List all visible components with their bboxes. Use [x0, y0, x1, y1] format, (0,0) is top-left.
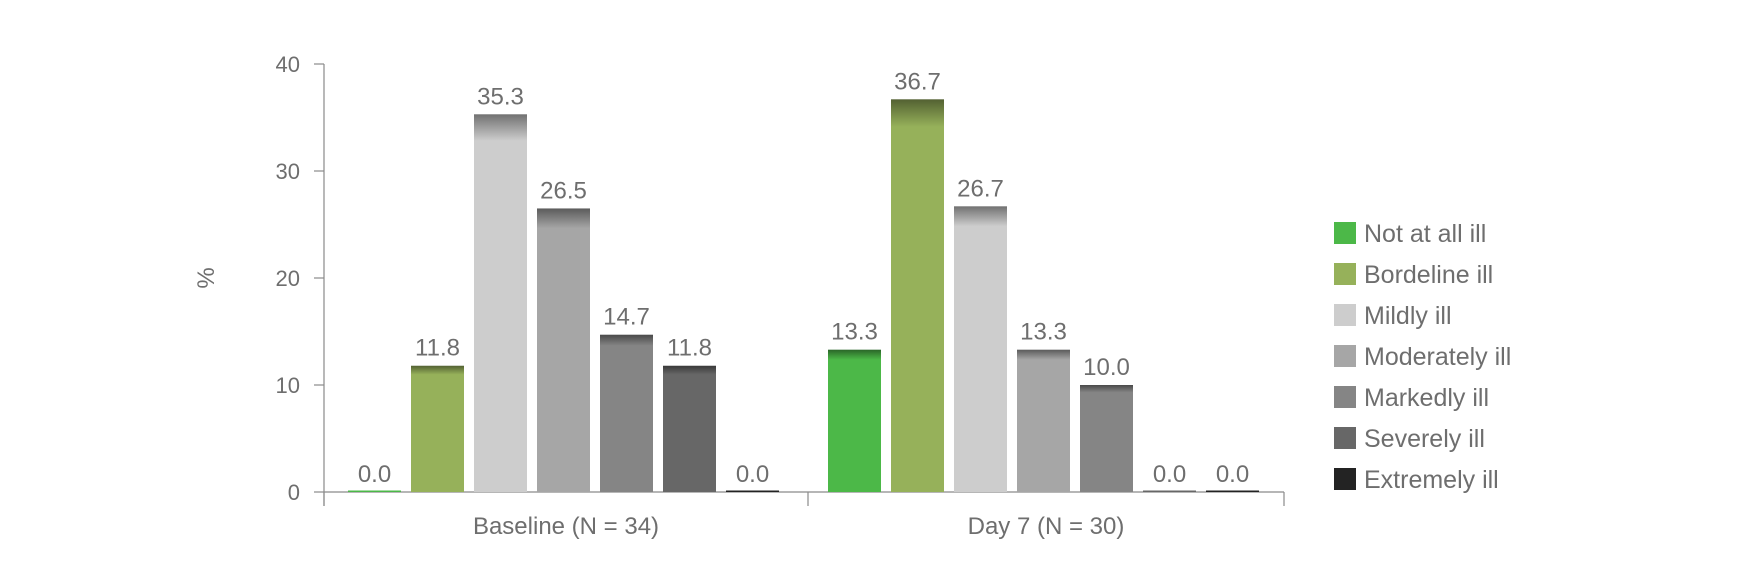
bar-bordeline-ill-day-7: [891, 99, 944, 492]
x-category-label: Day 7 (N = 30): [968, 513, 1125, 540]
legend-label-mildly-ill: Mildly ill: [1364, 302, 1452, 330]
legend-label-markedly-ill: Markedly ill: [1364, 384, 1489, 412]
legend-swatch-extremely-ill: [1334, 468, 1356, 490]
y-tick-label: 10: [276, 373, 300, 398]
bar-extremely-ill-baseline: [726, 490, 779, 492]
data-label: 0.0: [1216, 461, 1249, 488]
bar-mildly-ill-day-7: [954, 206, 1007, 492]
data-label: 11.8: [667, 335, 712, 362]
y-tick-label: 0: [288, 480, 300, 505]
bar-extremely-ill-day-7: [1206, 490, 1259, 492]
bar-moderately-ill-baseline: [537, 208, 590, 492]
data-label: 26.7: [957, 175, 1004, 202]
data-labels: 0.0 11.8 35.3 26.5 14.7 11.8 0.0 13.3 36.7 26.7 13…: [358, 68, 1249, 488]
bar-severely-ill-baseline: [663, 365, 716, 492]
legend-label-extremely-ill: Extremely ill: [1364, 466, 1499, 494]
bar-moderately-ill-day-7: [1017, 349, 1070, 492]
data-label: 11.8: [415, 335, 460, 362]
data-label: 0.0: [1153, 461, 1186, 488]
bar-not-at-all-ill-baseline: [348, 490, 401, 492]
legend-swatch-bordeline-ill: [1334, 263, 1356, 285]
bar-markedly-ill-day-7: [1080, 385, 1133, 492]
data-label: 36.7: [894, 68, 941, 95]
legend-swatch-not-at-all-ill: [1334, 222, 1356, 244]
axes: 0 10 20 30 40% Baseline (N = 34) Day 7 (N = 30…: [193, 52, 1285, 540]
legend-label-not-at-all-ill: Not at all ill: [1364, 220, 1486, 248]
bar-not-at-all-ill-day-7: [828, 349, 881, 492]
data-label: 26.5: [540, 177, 587, 204]
legend-swatch-mildly-ill: [1334, 304, 1356, 326]
legend-label-severely-ill: Severely ill: [1364, 425, 1485, 453]
legend-swatch-severely-ill: [1334, 427, 1356, 449]
data-label: 35.3: [477, 83, 524, 110]
bars: [348, 99, 1259, 492]
x-category-label: Baseline (N = 34): [473, 513, 659, 540]
bar-mildly-ill-baseline: [474, 114, 527, 492]
bar-bordeline-ill-baseline: [411, 365, 464, 492]
data-label: 0.0: [358, 461, 391, 488]
data-label: 10.0: [1083, 354, 1130, 381]
data-label: 14.7: [603, 304, 650, 331]
legend-label-moderately-ill: Moderately ill: [1364, 343, 1511, 371]
data-label: 0.0: [736, 461, 769, 488]
y-tick-label: 30: [276, 159, 300, 184]
y-tick-label: 20: [276, 266, 300, 291]
bar-markedly-ill-baseline: [600, 334, 653, 492]
data-label: 13.3: [831, 319, 878, 346]
legend-swatch-markedly-ill: [1334, 386, 1356, 408]
legend: Not at all ill Bordeline ill Mildly ill Mod…: [1334, 220, 1511, 494]
legend-label-bordeline-ill: Bordeline ill: [1364, 261, 1493, 289]
legend-swatch-moderately-ill: [1334, 345, 1356, 367]
bar-severely-ill-day-7: [1143, 490, 1196, 492]
y-axis-title: %: [193, 267, 220, 288]
data-label: 13.3: [1020, 319, 1067, 346]
y-tick-label: 40: [276, 52, 300, 77]
